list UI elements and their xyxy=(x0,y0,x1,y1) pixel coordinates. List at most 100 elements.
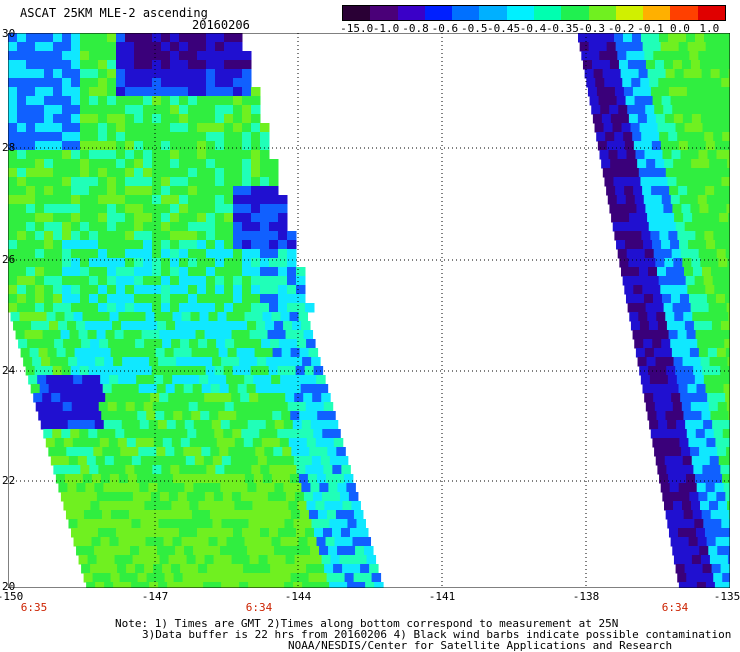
swath-cell xyxy=(158,357,168,367)
swath-cell xyxy=(167,582,177,588)
swath-cell xyxy=(30,348,39,358)
swath-cell xyxy=(152,276,162,286)
swath-cell xyxy=(35,204,45,214)
swath-cell xyxy=(143,231,153,241)
swath-cell xyxy=(251,150,261,160)
swath-cell xyxy=(197,276,207,286)
swath-cell xyxy=(104,519,114,529)
swath-cell xyxy=(206,204,216,214)
swath-cell xyxy=(688,339,698,349)
swath-cell xyxy=(184,483,194,493)
swath-cell xyxy=(278,465,288,475)
swath-cell xyxy=(44,69,54,79)
swath-cell xyxy=(89,213,99,223)
swath-cell xyxy=(98,69,108,79)
swath-cell xyxy=(661,438,671,448)
swath-cell xyxy=(116,159,126,169)
swath-cell xyxy=(272,537,282,547)
swath-cell xyxy=(188,159,198,169)
swath-cell xyxy=(172,375,182,385)
swath-cell xyxy=(722,33,730,43)
swath-cell xyxy=(672,150,682,160)
swath-cell xyxy=(62,186,72,196)
swath-cell xyxy=(654,447,664,457)
swath-cell xyxy=(215,78,225,88)
swath-cell xyxy=(359,528,369,538)
lat-label-28: 28 xyxy=(2,141,15,154)
swath-cell xyxy=(165,510,175,520)
swath-cell xyxy=(165,573,175,583)
color-scale-swatch xyxy=(370,6,398,20)
swath-cell xyxy=(209,474,219,484)
swath-cell xyxy=(62,294,72,304)
swath-cell xyxy=(116,258,126,268)
swath-cell xyxy=(44,114,54,124)
swath-cell xyxy=(233,204,243,214)
swath-cell xyxy=(82,375,92,385)
swath-cell xyxy=(646,159,656,169)
swath-cell xyxy=(654,150,664,160)
swath-cell xyxy=(342,564,352,574)
swath-cell xyxy=(48,348,58,358)
swath-cell xyxy=(188,168,198,178)
swath-cell xyxy=(291,510,301,520)
swath-cell xyxy=(292,483,302,493)
swath-cell xyxy=(62,60,72,70)
swath-cell xyxy=(663,150,673,160)
swath-cell xyxy=(128,474,138,484)
swath-cell xyxy=(717,546,727,556)
swath-cell xyxy=(225,501,235,511)
swath-cell xyxy=(107,303,117,313)
swath-cell xyxy=(697,240,707,250)
swath-cell xyxy=(163,438,173,448)
swath-cell xyxy=(622,123,632,133)
swath-cell xyxy=(647,213,657,223)
swath-cell xyxy=(671,51,681,61)
swath-cell xyxy=(318,447,328,457)
swath-cell xyxy=(17,231,27,241)
swath-cell xyxy=(705,528,715,538)
swath-cell xyxy=(684,168,694,178)
swath-cell xyxy=(704,231,714,241)
swath-cell xyxy=(622,177,632,187)
lat-label-30: 30 xyxy=(2,27,15,40)
swath-cell xyxy=(136,438,146,448)
swath-cell xyxy=(645,150,655,160)
swath-cell xyxy=(269,240,279,250)
swath-cell xyxy=(649,123,659,133)
swath-cell xyxy=(603,168,613,178)
swath-cell xyxy=(71,294,81,304)
swath-cell xyxy=(170,150,180,160)
swath-cell xyxy=(679,384,689,394)
swath-cell xyxy=(226,438,236,448)
swath-cell xyxy=(87,393,97,403)
swath-cell xyxy=(94,546,104,556)
swath-cell xyxy=(628,258,638,268)
swath-cell xyxy=(111,447,121,457)
swath-cell xyxy=(203,519,213,529)
swath-cell xyxy=(280,375,290,385)
swath-cell xyxy=(640,78,650,88)
swath-cell xyxy=(200,312,210,322)
swath-cell xyxy=(287,528,297,538)
swath-cell xyxy=(250,555,260,565)
swath-cell xyxy=(662,96,672,106)
swath-cell xyxy=(35,213,45,223)
swath-cell xyxy=(206,276,216,286)
swath-cell xyxy=(242,141,252,151)
swath-cell xyxy=(713,231,723,241)
swath-cell xyxy=(98,123,108,133)
swath-cell xyxy=(179,204,189,214)
swath-cell xyxy=(690,249,700,259)
swath-cell xyxy=(690,105,700,115)
swath-cell xyxy=(233,267,243,277)
swath-cell xyxy=(607,42,617,52)
swath-cell xyxy=(580,42,590,52)
swath-cell xyxy=(631,321,641,331)
swath-cell xyxy=(276,456,286,466)
swath-cell xyxy=(604,177,614,187)
swath-cell xyxy=(644,96,654,106)
swath-cell xyxy=(8,159,18,169)
swath-cell xyxy=(687,186,697,196)
swath-cell xyxy=(637,60,647,70)
